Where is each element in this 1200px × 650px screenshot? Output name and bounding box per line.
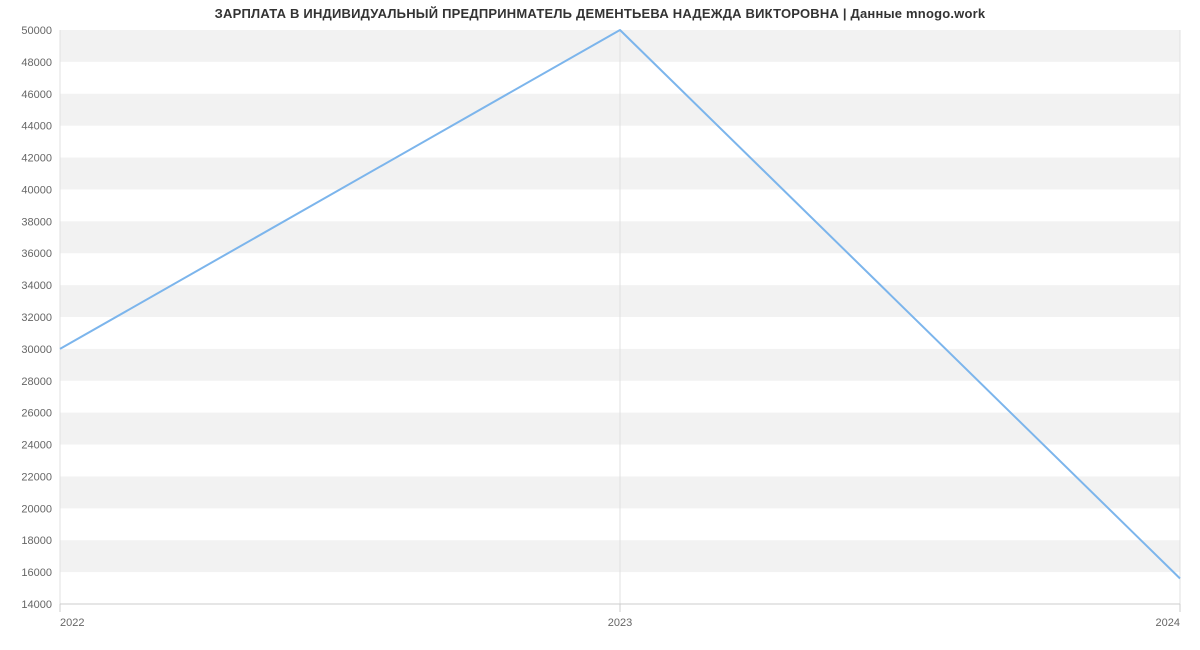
- y-tick-label: 40000: [21, 184, 52, 196]
- chart-svg: 14000 16000 18000 20000 22000 24000 26000 28000…: [0, 0, 1200, 650]
- y-tick-label: 30000: [21, 344, 52, 356]
- y-tick-label: 44000: [21, 121, 52, 133]
- y-tick-label: 14000: [21, 599, 52, 611]
- y-tick-label: 18000: [21, 535, 52, 547]
- y-tick-label: 22000: [21, 471, 52, 483]
- y-tick-label: 46000: [21, 89, 52, 101]
- y-tick-label: 34000: [21, 280, 52, 292]
- x-tick-label: 2022: [60, 617, 84, 629]
- chart-title: ЗАРПЛАТА В ИНДИВИДУАЛЬНЫЙ ПРЕДПРИНМАТЕЛЬ…: [0, 6, 1200, 21]
- x-tick-label: 2023: [608, 617, 632, 629]
- y-tick-label: 32000: [21, 312, 52, 324]
- y-tick-label: 16000: [21, 567, 52, 579]
- x-tick-label: 2024: [1156, 617, 1180, 629]
- salary-line-chart: ЗАРПЛАТА В ИНДИВИДУАЛЬНЫЙ ПРЕДПРИНМАТЕЛЬ…: [0, 0, 1200, 650]
- y-tick-label: 26000: [21, 408, 52, 420]
- y-tick-label: 20000: [21, 503, 52, 515]
- y-tick-label: 24000: [21, 440, 52, 452]
- y-tick-label: 42000: [21, 153, 52, 165]
- y-tick-label: 28000: [21, 376, 52, 388]
- y-tick-label: 50000: [21, 25, 52, 37]
- y-tick-label: 36000: [21, 248, 52, 260]
- y-tick-label: 38000: [21, 216, 52, 228]
- y-tick-label: 48000: [21, 57, 52, 69]
